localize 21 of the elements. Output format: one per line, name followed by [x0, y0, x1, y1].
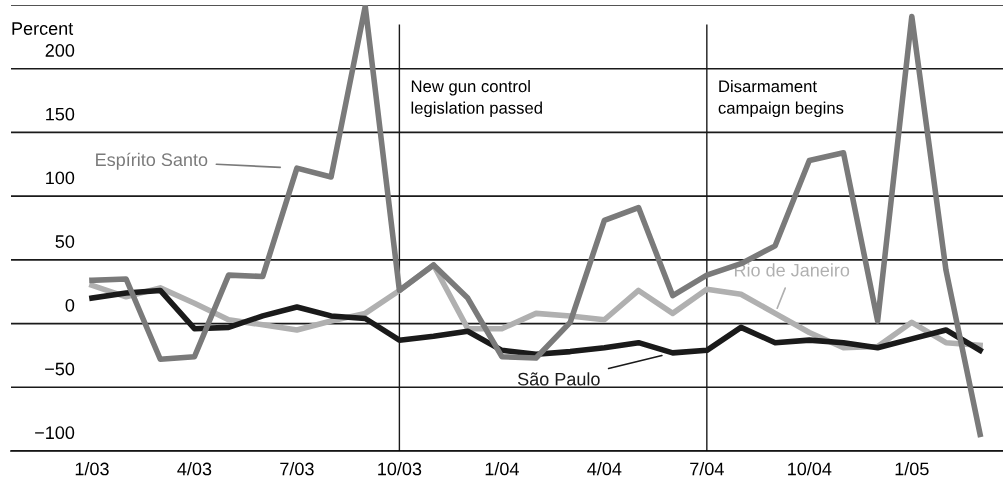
ref-line-label: Disarmament campaign begins: [718, 80, 844, 118]
x-tick-label: 10/03: [378, 462, 422, 476]
y-tick-label: 0: [65, 298, 75, 312]
y-tick-label: 150: [46, 107, 75, 121]
y-tick-label: −50: [45, 362, 75, 376]
x-tick-label: 1/05: [895, 462, 929, 476]
x-tick-label: 4/04: [587, 462, 622, 476]
y-tick-label: 50: [55, 235, 75, 248]
x-tick-label: 1/03: [75, 462, 109, 476]
x-tick-label: 7/03: [280, 462, 314, 476]
y-tick-label: 200: [45, 44, 75, 57]
ref-line-label: New gun control legislation passed: [411, 80, 542, 118]
x-tick-label: 1/04: [485, 462, 519, 476]
x-tick-label: 7/04: [690, 462, 724, 476]
x-tick-label: 4/03: [177, 462, 212, 476]
y-axis-title: Percent: [12, 22, 74, 35]
y-tick-label: −100: [35, 426, 75, 440]
y-tick-label: 100: [46, 171, 75, 185]
legend-label: Espírito Santo: [96, 152, 208, 170]
x-tick-label: 10/04: [788, 462, 832, 476]
series-label: São Paulo: [517, 372, 600, 386]
